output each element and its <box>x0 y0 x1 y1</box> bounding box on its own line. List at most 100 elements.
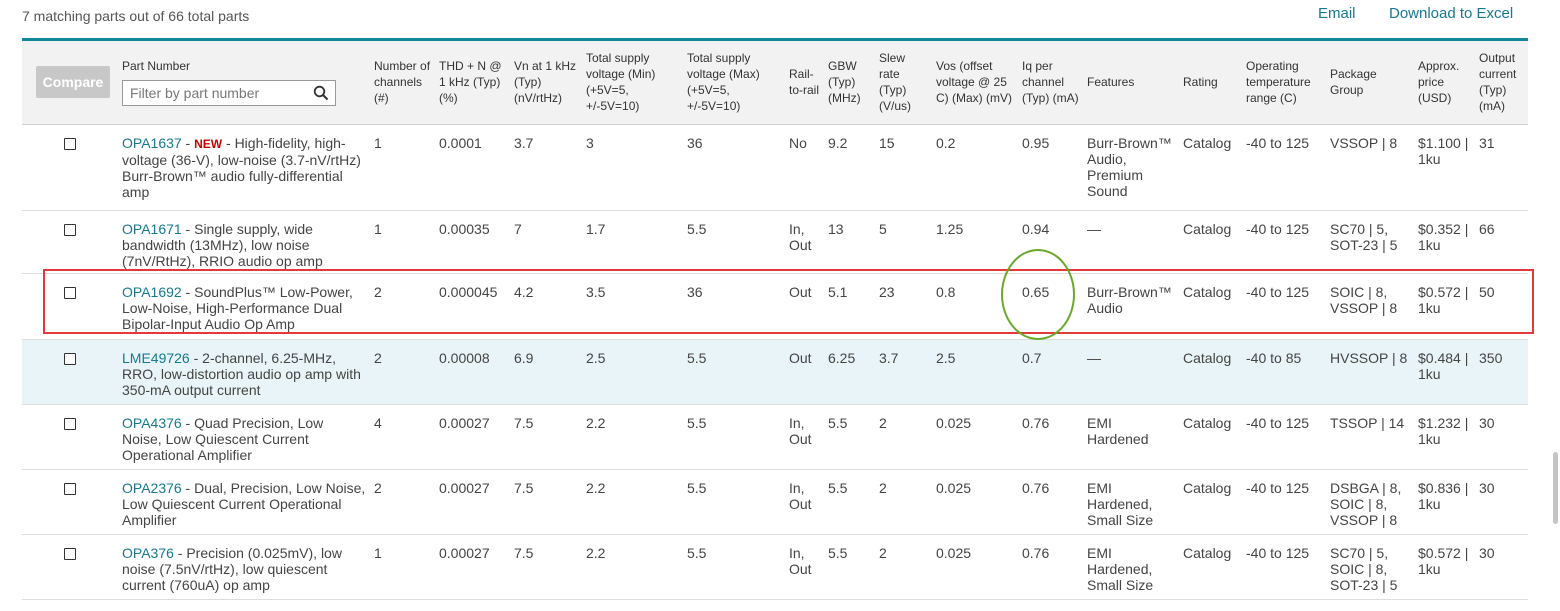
channels-cell: 1 <box>370 534 435 600</box>
channels-cell: 1 <box>370 124 435 211</box>
features-cell: — <box>1083 339 1179 405</box>
gbw-cell: 5.5 <box>824 534 875 600</box>
search-icon[interactable] <box>313 85 329 101</box>
output-current-cell: 30 <box>1475 534 1528 600</box>
package-cell: SC70 | 5, SOIC | 8, SOT-23 | 5 <box>1326 534 1414 600</box>
features-cell: EMI Hardened, Small Size <box>1083 534 1179 600</box>
select-cell <box>22 469 118 535</box>
column-header[interactable]: Operating temperature range (C) <box>1242 41 1326 125</box>
temperature-cell: -40 to 85 <box>1242 339 1326 405</box>
channels-cell: 1 <box>370 210 435 274</box>
vmax-cell: 5.5 <box>683 404 785 470</box>
download-excel-link[interactable]: Download to Excel <box>1389 5 1514 22</box>
features-cell: EMI Hardened, Small Size <box>1083 469 1179 535</box>
column-header[interactable]: Vos (offset voltage @ 25 C) (Max) (mV) <box>932 41 1018 125</box>
column-header[interactable]: THD + N @ 1 kHz (Typ) (%) <box>435 41 510 125</box>
temperature-cell: -40 to 125 <box>1242 534 1326 600</box>
part-number-link[interactable]: OPA1671 <box>122 220 182 237</box>
column-header[interactable]: Iq per channel (Typ) (mA) <box>1018 41 1083 125</box>
vos-cell: 1.25 <box>932 210 1018 274</box>
vn-cell: 6.9 <box>510 339 582 405</box>
results-toolbar: 7 matching parts out of 66 total parts E… <box>0 0 1560 38</box>
part-number-link[interactable]: OPA1637 <box>122 134 182 151</box>
package-cell: VSSOP | 8 <box>1326 124 1414 211</box>
gbw-cell: 5.5 <box>824 469 875 535</box>
thd-cell: 0.00027 <box>435 469 510 535</box>
part-description: - Precision (0.025mV), low noise (7.5nV/… <box>122 544 342 593</box>
temperature-cell: -40 to 125 <box>1242 124 1326 211</box>
package-cell: TSSOP | 14 <box>1326 404 1414 470</box>
vmax-cell: 5.5 <box>683 469 785 535</box>
column-header[interactable]: Vn at 1 kHz (Typ) (nV/rtHz) <box>510 41 582 125</box>
row-select-checkbox[interactable] <box>64 417 76 430</box>
gbw-cell: 5.1 <box>824 273 875 340</box>
select-cell <box>22 273 118 340</box>
row-select-checkbox[interactable] <box>64 286 76 299</box>
slew-rate-cell: 15 <box>875 124 932 211</box>
scrollbar-thumb[interactable] <box>1553 452 1558 524</box>
email-link[interactable]: Email <box>1318 5 1356 22</box>
part-number-link[interactable]: OPA2376 <box>122 479 182 496</box>
column-header[interactable]: Slew rate (Typ) (V/us) <box>875 41 932 125</box>
temperature-cell: -40 to 125 <box>1242 404 1326 470</box>
part-cell: OPA1692 - SoundPlus™ Low-Power, Low-Nois… <box>118 273 370 340</box>
column-header[interactable]: Approx. price (USD) <box>1414 41 1475 125</box>
row-select-checkbox[interactable] <box>64 482 76 495</box>
iq-cell: 0.76 <box>1018 469 1083 535</box>
column-header[interactable]: Rail-to-rail <box>785 41 824 125</box>
temperature-cell: -40 to 125 <box>1242 469 1326 535</box>
vmax-cell: 5.5 <box>683 339 785 405</box>
vn-cell: 7.5 <box>510 469 582 535</box>
slew-rate-cell: 2 <box>875 404 932 470</box>
price-cell: $0.352 | 1ku <box>1414 210 1475 274</box>
compare-header: Compare <box>22 41 118 125</box>
price-cell: $1.232 | 1ku <box>1414 404 1475 470</box>
part-number-link[interactable]: OPA4376 <box>122 414 182 431</box>
select-cell <box>22 404 118 470</box>
channels-cell: 2 <box>370 339 435 405</box>
rail-to-rail-cell: In, Out <box>785 534 824 600</box>
column-header[interactable]: GBW (Typ) (MHz) <box>824 41 875 125</box>
vmax-cell: 36 <box>683 273 785 340</box>
price-cell: $0.484 | 1ku <box>1414 339 1475 405</box>
vos-cell: 0.025 <box>932 469 1018 535</box>
column-header[interactable]: Rating <box>1179 41 1242 125</box>
row-select-checkbox[interactable] <box>64 547 76 560</box>
row-select-checkbox[interactable] <box>64 137 76 150</box>
part-filter-input[interactable] <box>123 81 303 106</box>
column-header[interactable]: Features <box>1083 41 1179 125</box>
row-select-checkbox[interactable] <box>64 352 76 365</box>
table-top-rule <box>22 38 1528 41</box>
rating-cell: Catalog <box>1179 273 1242 340</box>
part-cell: OPA376 - Precision (0.025mV), low noise … <box>118 534 370 600</box>
column-header[interactable]: Output current (Typ) (mA) <box>1475 41 1528 125</box>
row-select-checkbox[interactable] <box>64 223 76 236</box>
part-number-link[interactable]: OPA376 <box>122 544 174 561</box>
part-number-link[interactable]: LME49726 <box>122 349 190 366</box>
vmin-cell: 1.7 <box>582 210 683 274</box>
table-row: LME49726 - 2-channel, 6.25-MHz, RRO, low… <box>22 339 1528 405</box>
part-description: - 2-channel, 6.25-MHz, RRO, low-distorti… <box>122 349 361 398</box>
rating-cell: Catalog <box>1179 469 1242 535</box>
slew-rate-cell: 23 <box>875 273 932 340</box>
features-cell: Burr-Brown™ Audio <box>1083 273 1179 340</box>
package-cell: HVSSOP | 8 <box>1326 339 1414 405</box>
package-cell: DSBGA | 8, SOIC | 8, VSSOP | 8 <box>1326 469 1414 535</box>
vmin-cell: 3.5 <box>582 273 683 340</box>
results-count: 7 matching parts out of 66 total parts <box>22 8 250 24</box>
rating-cell: Catalog <box>1179 210 1242 274</box>
output-current-cell: 31 <box>1475 124 1528 211</box>
thd-cell: 0.00027 <box>435 404 510 470</box>
column-header[interactable]: Number of channels (#) <box>370 41 435 125</box>
price-cell: $0.572 | 1ku <box>1414 534 1475 600</box>
part-description: - Dual, Precision, Low Noise, Low Quiesc… <box>122 479 366 528</box>
part-number-link[interactable]: OPA1692 <box>122 283 182 300</box>
column-header[interactable]: Package Group <box>1326 41 1414 125</box>
compare-button[interactable]: Compare <box>36 66 110 99</box>
column-header[interactable]: Total supply voltage (Max) (+5V=5, +/-5V… <box>683 41 785 125</box>
part-cell: LME49726 - 2-channel, 6.25-MHz, RRO, low… <box>118 339 370 405</box>
price-cell: $0.572 | 1ku <box>1414 273 1475 340</box>
package-cell: SOIC | 8, VSSOP | 8 <box>1326 273 1414 340</box>
column-header[interactable]: Total supply voltage (Min) (+5V=5, +/-5V… <box>582 41 683 125</box>
price-cell: $0.836 | 1ku <box>1414 469 1475 535</box>
